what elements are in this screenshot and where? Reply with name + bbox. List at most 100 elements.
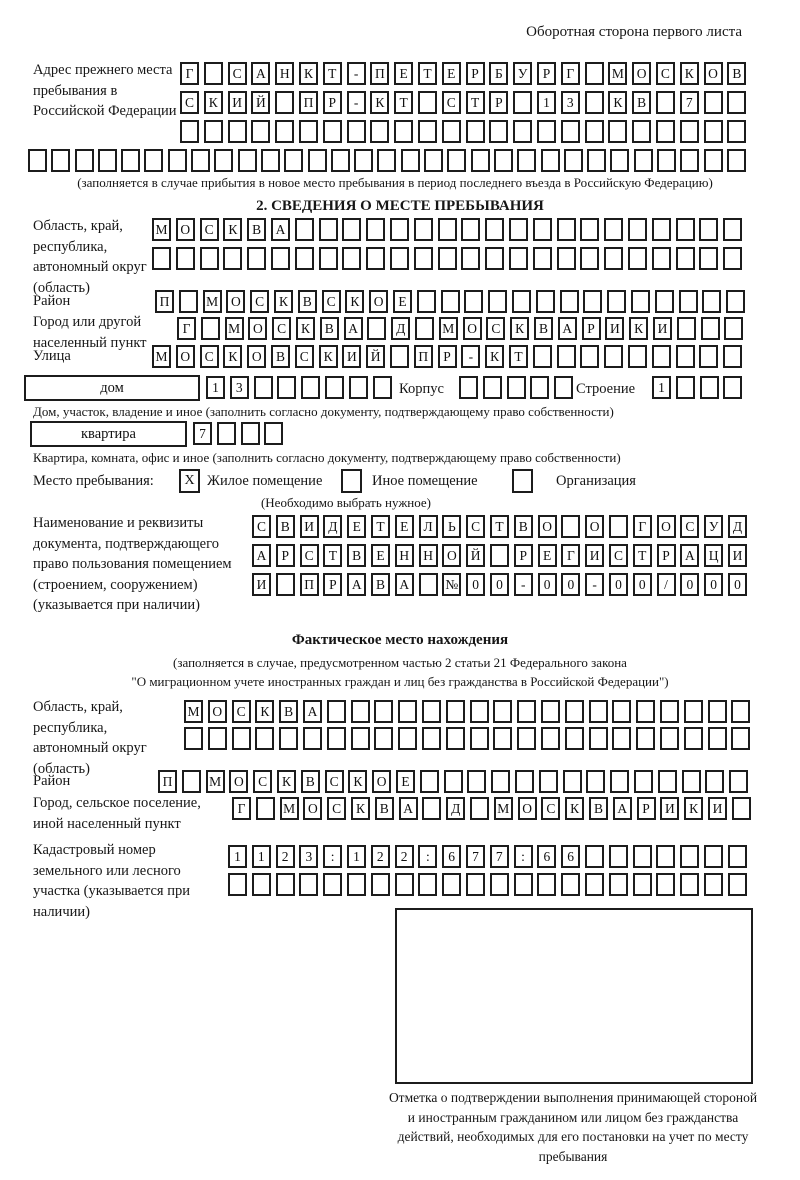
char-cell[interactable]	[418, 873, 438, 896]
char-cell[interactable]	[564, 727, 584, 750]
char-cell[interactable]: Й	[466, 544, 486, 567]
char-cell[interactable]	[437, 218, 457, 241]
char-cell[interactable]	[535, 290, 555, 313]
char-cell[interactable]	[703, 845, 723, 868]
char-cell[interactable]	[323, 873, 343, 896]
char-cell[interactable]: К	[276, 770, 296, 793]
char-cell[interactable]	[683, 700, 703, 723]
char-cell[interactable]: Т	[632, 544, 652, 567]
char-cell[interactable]: О	[703, 62, 723, 85]
char-cell[interactable]	[651, 345, 671, 368]
char-cell[interactable]	[586, 770, 606, 793]
char-cell[interactable]: М	[493, 797, 513, 820]
char-cell[interactable]: В	[533, 317, 553, 340]
char-cell[interactable]: Е	[441, 62, 461, 85]
char-cell[interactable]	[255, 797, 275, 820]
char-cell[interactable]: 0	[537, 573, 557, 596]
char-cell[interactable]: П	[413, 345, 433, 368]
char-cell[interactable]	[418, 573, 438, 596]
char-cell[interactable]	[298, 120, 318, 143]
char-cell[interactable]	[508, 247, 528, 270]
char-cell[interactable]: 7	[489, 845, 509, 868]
char-cell[interactable]: Р	[465, 62, 485, 85]
char-cell[interactable]	[422, 797, 442, 820]
char-cell[interactable]	[485, 247, 505, 270]
char-cell[interactable]	[465, 120, 485, 143]
char-cell[interactable]: Д	[446, 797, 466, 820]
char-cell[interactable]: 6	[561, 845, 581, 868]
char-cell[interactable]: М	[224, 317, 244, 340]
char-cell[interactable]: Ц	[704, 544, 724, 567]
char-cell[interactable]	[584, 62, 604, 85]
char-cell[interactable]: Б	[489, 62, 509, 85]
char-cell[interactable]: 6	[442, 845, 462, 868]
char-cell[interactable]	[216, 422, 236, 445]
char-cell[interactable]: И	[652, 317, 672, 340]
char-cell[interactable]	[447, 149, 467, 172]
char-cell[interactable]	[374, 727, 394, 750]
char-cell[interactable]	[703, 91, 723, 114]
char-cell[interactable]	[270, 247, 290, 270]
char-cell[interactable]	[324, 376, 344, 399]
char-cell[interactable]	[74, 149, 94, 172]
char-cell[interactable]: О	[175, 218, 195, 241]
char-cell[interactable]: М	[152, 345, 171, 368]
char-cell[interactable]: К	[295, 317, 315, 340]
char-cell[interactable]	[398, 700, 418, 723]
char-cell[interactable]	[441, 120, 461, 143]
char-cell[interactable]	[540, 700, 560, 723]
char-cell[interactable]: С	[199, 345, 219, 368]
char-cell[interactable]: В	[247, 218, 267, 241]
char-cell[interactable]	[608, 120, 628, 143]
char-cell[interactable]: 0	[561, 573, 581, 596]
char-cell[interactable]	[275, 573, 295, 596]
char-cell[interactable]	[727, 873, 747, 896]
char-cell[interactable]	[489, 873, 509, 896]
char-cell[interactable]	[461, 247, 481, 270]
char-cell[interactable]	[370, 120, 390, 143]
char-cell[interactable]	[493, 149, 513, 172]
char-cell[interactable]: С	[486, 317, 506, 340]
char-cell[interactable]: К	[510, 317, 530, 340]
char-cell[interactable]	[440, 290, 460, 313]
prev-address-row-3[interactable]	[180, 120, 747, 143]
char-cell[interactable]: Р	[636, 797, 656, 820]
char-cell[interactable]: 3	[229, 376, 249, 399]
char-cell[interactable]: А	[302, 700, 322, 723]
char-cell[interactable]	[421, 727, 441, 750]
char-cell[interactable]	[330, 149, 350, 172]
char-cell[interactable]: 0	[704, 573, 724, 596]
char-cell[interactable]: Р	[323, 573, 343, 596]
char-cell[interactable]	[469, 700, 489, 723]
char-cell[interactable]	[372, 376, 392, 399]
char-cell[interactable]	[556, 345, 576, 368]
char-cell[interactable]	[561, 873, 581, 896]
char-cell[interactable]: А	[398, 797, 418, 820]
char-cell[interactable]	[469, 727, 489, 750]
char-cell[interactable]	[636, 700, 656, 723]
char-cell[interactable]: 1	[206, 376, 225, 399]
char-cell[interactable]: В	[370, 573, 390, 596]
char-cell[interactable]	[470, 149, 490, 172]
char-cell[interactable]	[563, 149, 583, 172]
char-cell[interactable]	[180, 120, 199, 143]
char-cell[interactable]	[237, 149, 257, 172]
char-cell[interactable]: Е	[394, 62, 414, 85]
char-cell[interactable]	[659, 700, 679, 723]
char-cell[interactable]: Е	[537, 544, 557, 567]
char-cell[interactable]: П	[370, 62, 390, 85]
char-cell[interactable]: О	[372, 770, 392, 793]
char-cell[interactable]	[675, 218, 695, 241]
char-cell[interactable]	[699, 247, 719, 270]
char-cell[interactable]: К	[345, 290, 365, 313]
char-cell[interactable]	[294, 218, 314, 241]
char-cell[interactable]	[279, 727, 299, 750]
char-cell[interactable]: С	[327, 797, 347, 820]
char-cell[interactable]	[299, 873, 319, 896]
char-cell[interactable]	[51, 149, 71, 172]
char-cell[interactable]	[513, 873, 533, 896]
char-cell[interactable]: С	[180, 91, 199, 114]
